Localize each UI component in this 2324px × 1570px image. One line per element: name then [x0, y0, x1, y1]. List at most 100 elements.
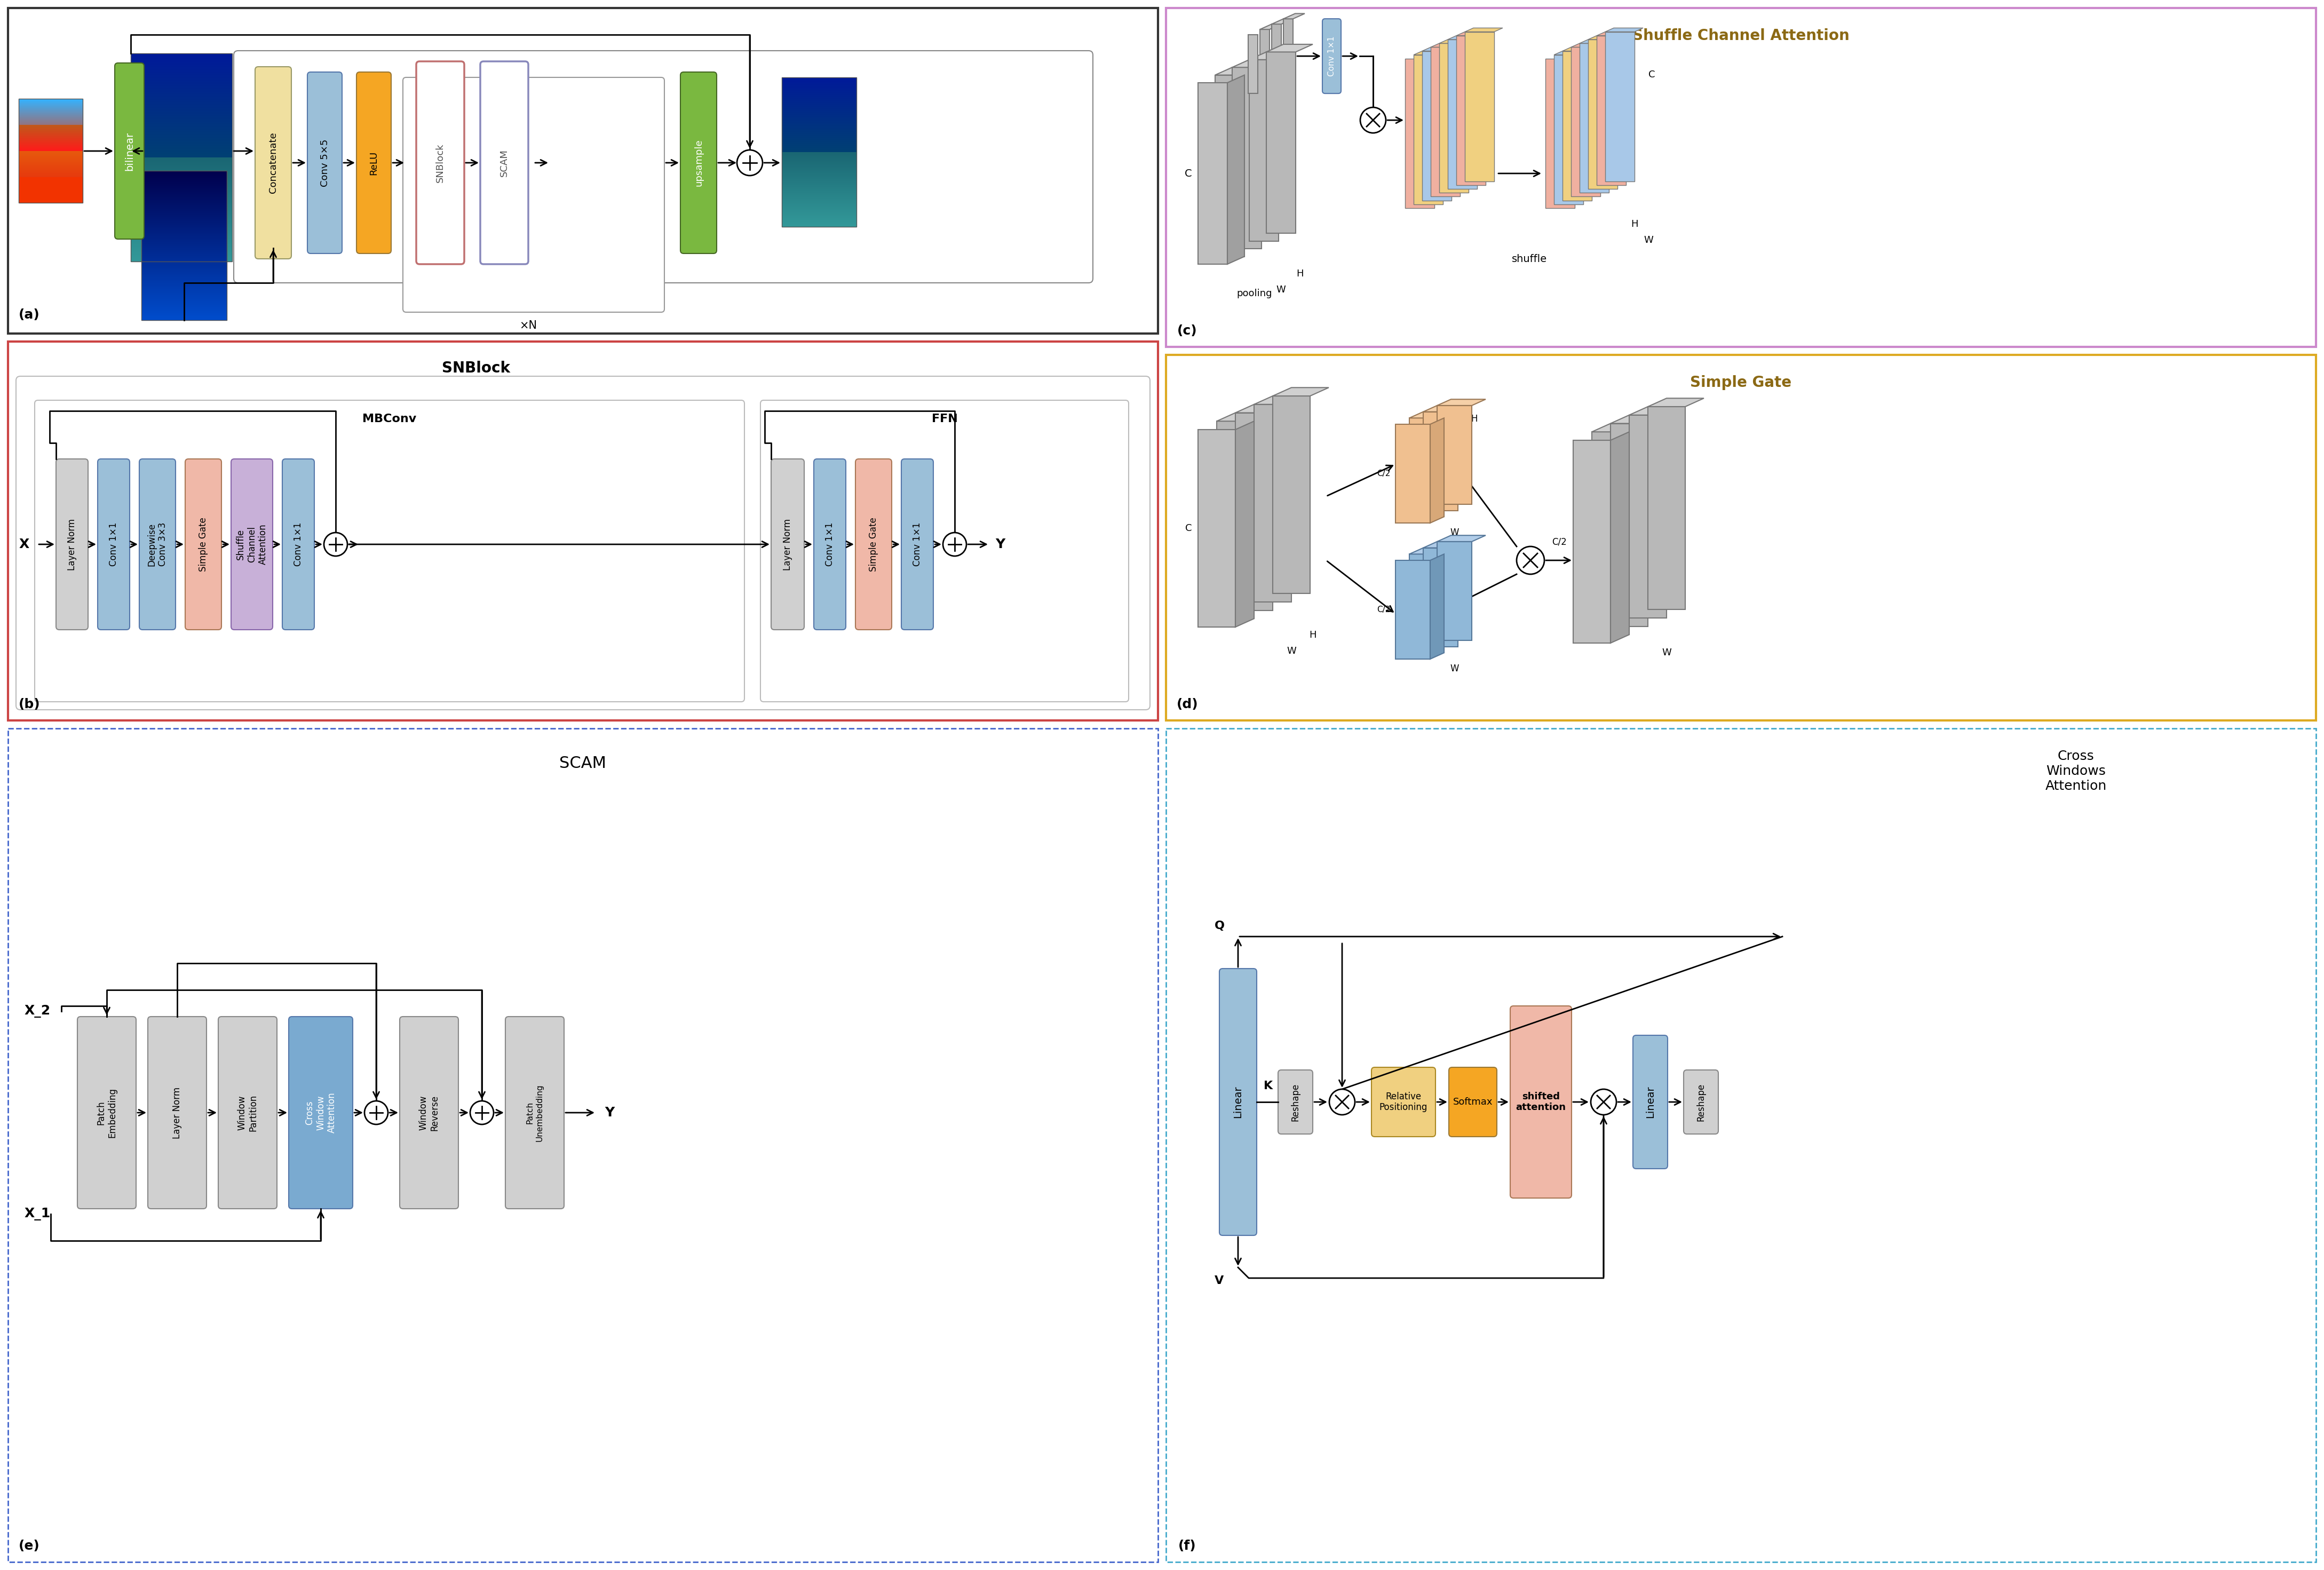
Polygon shape: [1236, 413, 1274, 611]
FancyBboxPatch shape: [235, 50, 1092, 283]
Polygon shape: [1236, 421, 1255, 626]
Polygon shape: [1218, 421, 1255, 619]
Polygon shape: [1215, 75, 1243, 256]
Text: C: C: [1648, 71, 1655, 80]
Polygon shape: [1197, 83, 1227, 264]
Text: H: H: [1471, 414, 1478, 424]
Text: W: W: [1276, 286, 1285, 295]
Text: (d): (d): [1176, 699, 1199, 711]
FancyBboxPatch shape: [760, 400, 1129, 702]
Polygon shape: [1545, 58, 1576, 209]
Text: Simple Gate: Simple Gate: [1690, 375, 1792, 389]
Bar: [130, 53, 232, 262]
Text: Linear: Linear: [1234, 1086, 1243, 1118]
Polygon shape: [1432, 47, 1459, 196]
Circle shape: [1360, 107, 1385, 133]
Polygon shape: [1606, 28, 1643, 31]
Polygon shape: [1197, 430, 1236, 626]
Polygon shape: [1571, 44, 1608, 47]
Polygon shape: [1271, 24, 1281, 83]
Circle shape: [1518, 546, 1545, 575]
Polygon shape: [1580, 44, 1608, 193]
Circle shape: [944, 532, 967, 556]
Bar: [19, 99, 84, 203]
Polygon shape: [1429, 554, 1443, 659]
Text: W: W: [1287, 647, 1297, 656]
FancyBboxPatch shape: [402, 77, 665, 312]
Polygon shape: [1592, 432, 1629, 634]
Text: bilinear: bilinear: [125, 132, 135, 171]
Text: (e): (e): [19, 1540, 40, 1553]
Bar: [7, 728, 1157, 1562]
Text: (f): (f): [1178, 1540, 1197, 1553]
Polygon shape: [1250, 52, 1297, 60]
FancyBboxPatch shape: [1683, 1071, 1717, 1134]
Text: Relative
Positioning: Relative Positioning: [1380, 1091, 1427, 1112]
FancyBboxPatch shape: [139, 458, 177, 630]
Text: H: H: [1297, 268, 1304, 278]
Text: C: C: [1185, 523, 1192, 534]
Circle shape: [737, 151, 762, 176]
Text: H: H: [1308, 630, 1315, 641]
Polygon shape: [1227, 75, 1243, 264]
Text: X_1: X_1: [23, 1207, 51, 1220]
Bar: [1167, 355, 2317, 721]
Bar: [781, 77, 858, 226]
Polygon shape: [1260, 30, 1269, 88]
FancyBboxPatch shape: [230, 458, 272, 630]
FancyBboxPatch shape: [1278, 1071, 1313, 1134]
FancyBboxPatch shape: [1322, 19, 1341, 94]
Text: (a): (a): [19, 308, 40, 322]
Polygon shape: [1215, 68, 1262, 75]
Text: Window
Reverse: Window Reverse: [418, 1094, 439, 1130]
Text: Conv 1×1: Conv 1×1: [825, 523, 834, 567]
Polygon shape: [1562, 50, 1592, 201]
Text: Cross
Window
Attention: Cross Window Attention: [304, 1093, 337, 1134]
FancyBboxPatch shape: [281, 458, 314, 630]
Text: shifted
attention: shifted attention: [1515, 1091, 1566, 1112]
Text: C/2: C/2: [1376, 606, 1390, 614]
Text: C/2: C/2: [1552, 537, 1566, 546]
Text: H: H: [1631, 220, 1638, 229]
Text: pooling: pooling: [1236, 289, 1271, 298]
Text: Simple Gate: Simple Gate: [869, 517, 878, 571]
Polygon shape: [1597, 36, 1627, 185]
Text: Cross
Windows
Attention: Cross Windows Attention: [2045, 750, 2106, 793]
Polygon shape: [1457, 31, 1494, 36]
Text: Reshape: Reshape: [1697, 1083, 1706, 1121]
Text: Shuffle Channel Attention: Shuffle Channel Attention: [1631, 28, 1850, 44]
Polygon shape: [1629, 414, 1666, 619]
Text: Y: Y: [995, 539, 1004, 551]
FancyBboxPatch shape: [98, 458, 130, 630]
FancyBboxPatch shape: [16, 377, 1150, 710]
FancyBboxPatch shape: [186, 458, 221, 630]
Polygon shape: [1464, 31, 1494, 181]
Text: W: W: [1643, 236, 1652, 245]
Text: FFN: FFN: [932, 413, 957, 424]
Polygon shape: [1232, 60, 1278, 68]
Polygon shape: [1413, 50, 1452, 55]
Text: upsample: upsample: [695, 140, 704, 187]
Polygon shape: [1439, 39, 1478, 44]
Polygon shape: [1255, 405, 1292, 601]
Text: SCAM: SCAM: [560, 755, 607, 771]
Polygon shape: [1464, 28, 1504, 31]
Polygon shape: [1274, 388, 1329, 396]
FancyBboxPatch shape: [356, 72, 390, 253]
Circle shape: [1329, 1090, 1355, 1115]
Text: W: W: [1662, 648, 1671, 658]
Text: Q: Q: [1215, 920, 1225, 931]
Polygon shape: [1457, 36, 1485, 185]
Polygon shape: [1448, 39, 1478, 188]
FancyBboxPatch shape: [149, 1017, 207, 1209]
Polygon shape: [1648, 399, 1703, 407]
Text: MBConv: MBConv: [363, 413, 416, 424]
Text: H: H: [1669, 446, 1676, 455]
Text: Deepwise
Conv 3×3: Deepwise Conv 3×3: [146, 523, 167, 567]
Text: K: K: [1264, 1080, 1274, 1091]
Text: Conv 1×1: Conv 1×1: [913, 523, 923, 567]
Bar: [7, 8, 1157, 333]
Polygon shape: [1394, 560, 1429, 659]
FancyBboxPatch shape: [1511, 1006, 1571, 1198]
Polygon shape: [1597, 31, 1634, 36]
